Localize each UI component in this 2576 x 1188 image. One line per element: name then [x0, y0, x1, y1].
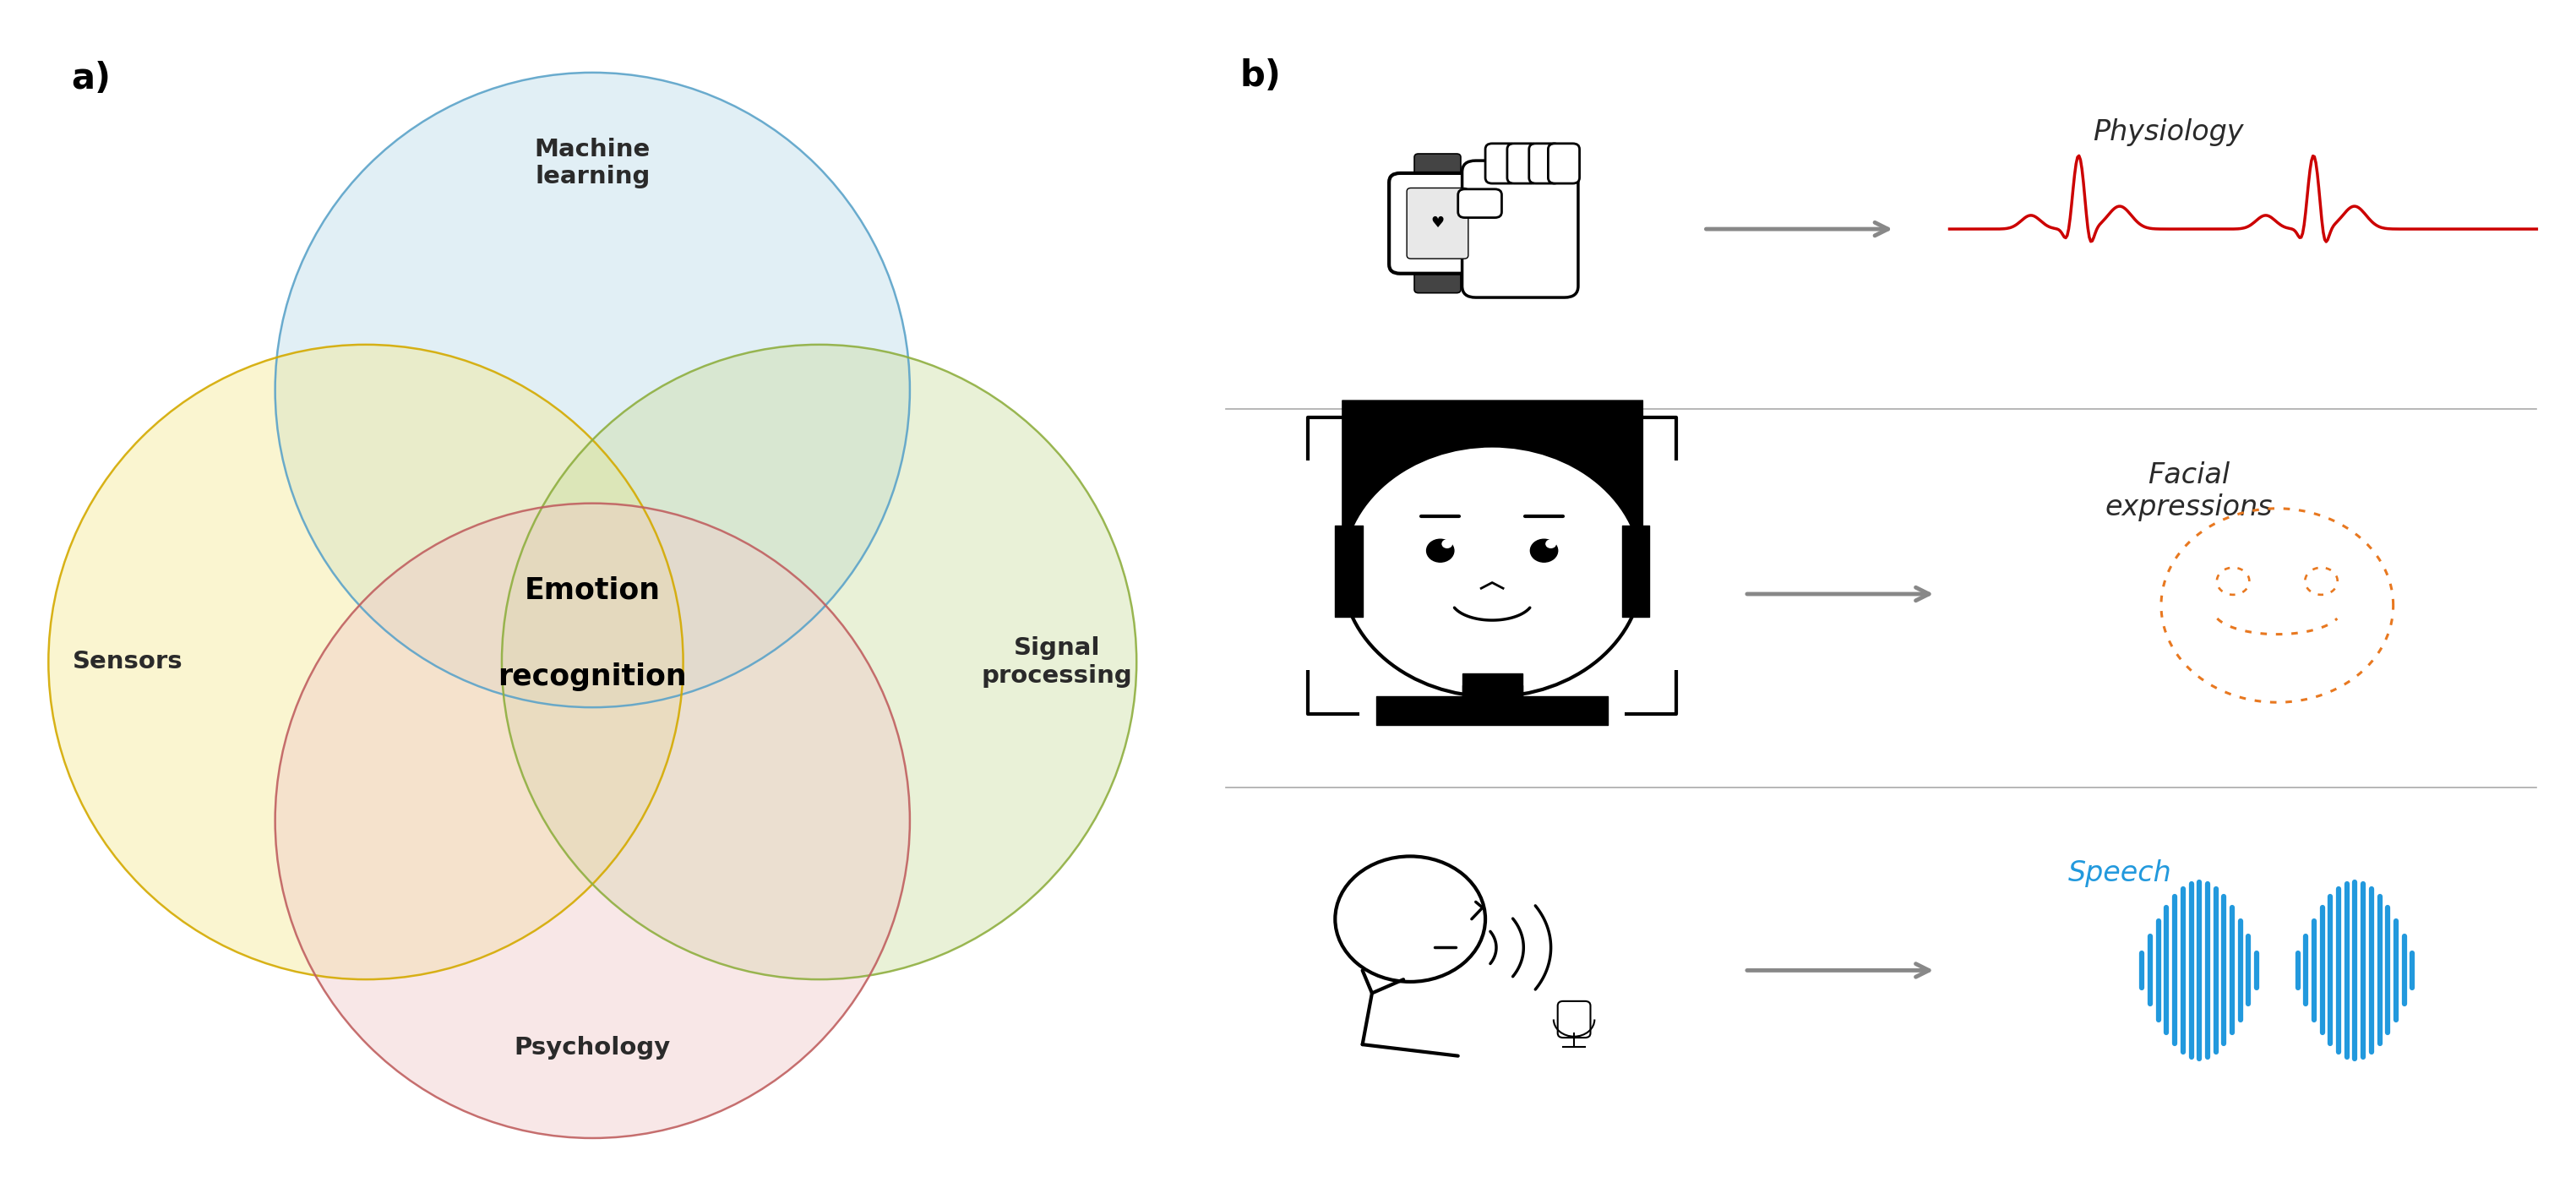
FancyBboxPatch shape	[1463, 674, 1522, 696]
Text: b): b)	[1239, 58, 1280, 94]
Circle shape	[1546, 539, 1556, 549]
Text: Facial
expressions: Facial expressions	[2105, 461, 2272, 522]
FancyBboxPatch shape	[1507, 144, 1538, 183]
FancyBboxPatch shape	[1463, 160, 1579, 297]
Text: Psychology: Psychology	[515, 1036, 670, 1060]
FancyBboxPatch shape	[1530, 144, 1561, 183]
Text: Physiology: Physiology	[2092, 118, 2244, 146]
FancyBboxPatch shape	[1414, 261, 1461, 293]
Text: Signal
processing: Signal processing	[981, 637, 1133, 688]
Text: Sensors: Sensors	[72, 650, 183, 674]
FancyBboxPatch shape	[1548, 144, 1579, 183]
Text: Machine
learning: Machine learning	[533, 138, 652, 189]
Text: Emotion: Emotion	[526, 576, 659, 605]
Text: ♥: ♥	[1430, 216, 1445, 230]
Circle shape	[1443, 539, 1453, 549]
Circle shape	[276, 504, 909, 1138]
Text: a): a)	[72, 62, 111, 96]
Text: recognition: recognition	[497, 663, 688, 691]
Circle shape	[502, 345, 1136, 979]
Text: Speech: Speech	[2069, 859, 2172, 887]
FancyBboxPatch shape	[1458, 189, 1502, 217]
FancyBboxPatch shape	[1558, 1001, 1589, 1037]
Circle shape	[1334, 857, 1486, 981]
Circle shape	[1342, 446, 1643, 696]
FancyBboxPatch shape	[1388, 173, 1486, 273]
Ellipse shape	[1530, 539, 1558, 562]
Circle shape	[49, 345, 683, 979]
Ellipse shape	[1427, 539, 1453, 562]
FancyBboxPatch shape	[1414, 153, 1461, 185]
FancyBboxPatch shape	[1486, 144, 1517, 183]
Circle shape	[276, 72, 909, 707]
FancyBboxPatch shape	[1406, 188, 1468, 259]
